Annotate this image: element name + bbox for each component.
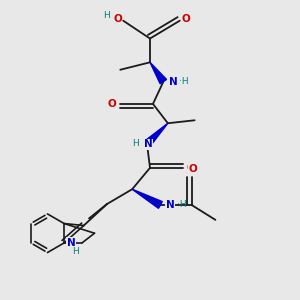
Text: ·H: ·H — [177, 200, 186, 209]
Polygon shape — [144, 123, 168, 147]
Polygon shape — [150, 62, 166, 84]
Text: H: H — [103, 11, 110, 20]
Polygon shape — [132, 189, 162, 208]
Text: O: O — [186, 163, 195, 173]
Text: O: O — [189, 164, 197, 174]
Text: O: O — [181, 14, 190, 24]
Text: H: H — [72, 247, 79, 256]
Text: N: N — [166, 200, 175, 210]
Text: O: O — [113, 14, 122, 24]
Text: N: N — [143, 139, 152, 149]
Text: N: N — [67, 238, 76, 248]
Text: O: O — [108, 99, 117, 109]
Text: N: N — [169, 76, 178, 87]
Text: ·H: ·H — [179, 76, 189, 85]
Text: H: H — [132, 139, 139, 148]
